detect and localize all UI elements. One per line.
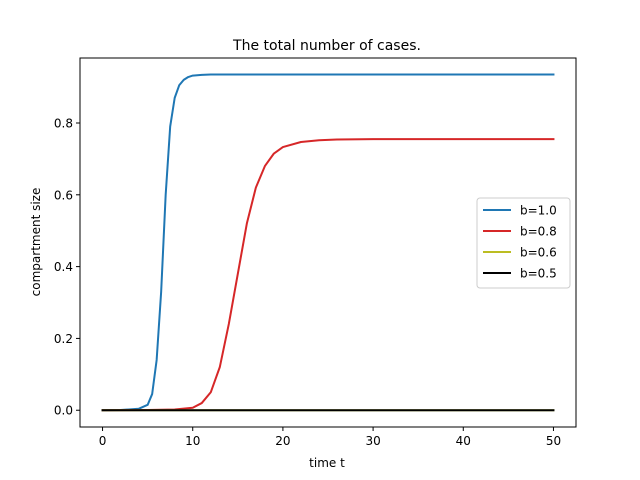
- series-line-1: [101, 138, 555, 412]
- legend-label: b=0.8: [520, 225, 557, 239]
- legend-label: b=0.5: [520, 267, 557, 281]
- legend-box: [476, 197, 571, 289]
- y-tick-label: 0.8: [54, 116, 73, 130]
- legend: b=1.0 b=0.8 b=0.6 b=0.5: [476, 197, 571, 289]
- series-line-0: [101, 73, 555, 412]
- x-tick-label: 50: [546, 434, 561, 448]
- x-axis: 0 10 20 30 40 50: [99, 427, 561, 448]
- chart-title: The total number of cases.: [232, 38, 421, 54]
- y-tick-label: 0.2: [54, 332, 73, 346]
- x-axis-label: time t: [309, 456, 345, 470]
- legend-label: b=0.6: [520, 246, 557, 260]
- y-tick-label: 0.0: [54, 404, 73, 418]
- series-group: [101, 73, 555, 412]
- legend-label: b=1.0: [520, 204, 557, 218]
- plot-area: [79, 57, 577, 428]
- x-tick-label: 40: [456, 434, 471, 448]
- axes-frame: [79, 57, 577, 428]
- y-axis: 0.0 0.2 0.4 0.6 0.8: [54, 116, 80, 418]
- y-axis-label: compartment size: [29, 188, 43, 297]
- x-tick-label: 30: [365, 434, 380, 448]
- x-tick-label: 20: [275, 434, 290, 448]
- y-tick-label: 0.6: [54, 188, 73, 202]
- x-tick-label: 0: [99, 434, 107, 448]
- x-tick-label: 10: [185, 434, 200, 448]
- y-tick-label: 0.4: [54, 260, 73, 274]
